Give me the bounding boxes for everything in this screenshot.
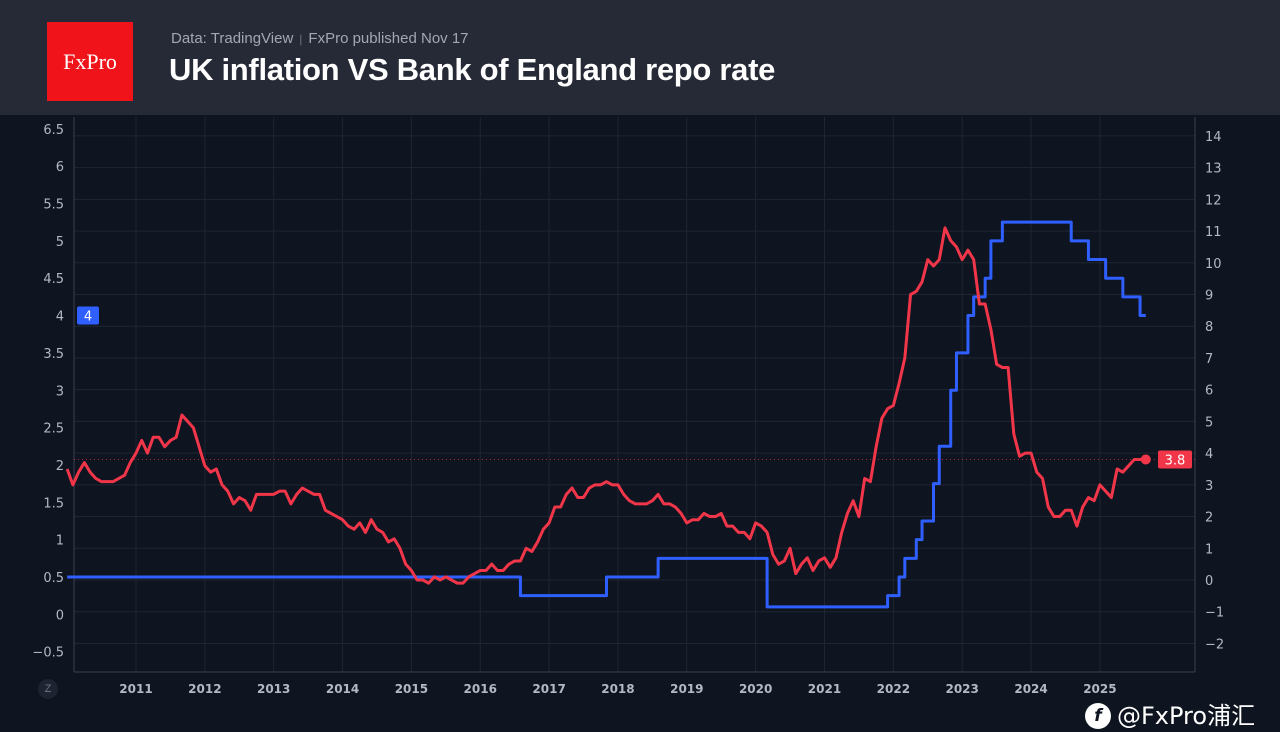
- x-axis-tick: 2023: [945, 682, 978, 696]
- data-source: Data: TradingView: [171, 30, 294, 47]
- x-axis-tick: 2018: [601, 682, 634, 696]
- left-axis-tick: 0.5: [43, 571, 64, 586]
- right-axis-tick: 11: [1205, 225, 1222, 240]
- x-axis-tick: 2016: [464, 682, 497, 696]
- left-axis-tick: 4.5: [43, 272, 64, 287]
- right-axis-tick: 0: [1205, 574, 1213, 589]
- left-axis-tick: 3: [56, 384, 64, 399]
- right-axis-tick: 6: [1205, 384, 1213, 399]
- zoom-reset-button[interactable]: Z: [38, 679, 58, 699]
- x-axis-tick: 2022: [877, 682, 910, 696]
- cpi-last-badge: [1158, 450, 1192, 469]
- left-axis-tick: 1.5: [43, 496, 64, 511]
- left-axis-tick: −0.5: [32, 646, 64, 661]
- left-axis-tick: 2.5: [43, 422, 64, 437]
- separator: |: [299, 32, 303, 46]
- left-axis-tick: 6.5: [43, 123, 64, 138]
- published-info: FxPro published Nov 17: [308, 30, 469, 47]
- right-axis-tick: 14: [1205, 130, 1222, 145]
- right-axis-tick: −2: [1205, 637, 1224, 652]
- x-axis-tick: 2015: [395, 682, 428, 696]
- x-axis-tick: 2020: [739, 682, 772, 696]
- subtitle: Data: TradingView | FxPro published Nov 17: [171, 30, 469, 47]
- left-axis-tick: 2: [56, 459, 64, 474]
- right-axis-tick: 5: [1205, 415, 1213, 430]
- left-axis-tick: 6: [56, 160, 64, 175]
- page-title: UK inflation VS Bank of England repo rat…: [169, 52, 776, 87]
- left-axis-tick: 4: [56, 310, 64, 325]
- right-axis-tick: 1: [1205, 542, 1213, 557]
- right-axis-tick: 10: [1205, 257, 1222, 272]
- right-axis-tick: 8: [1205, 320, 1213, 335]
- fxpro-logo: FxPro: [47, 22, 133, 101]
- x-axis-tick: 2024: [1014, 682, 1047, 696]
- x-axis-tick: 2021: [808, 682, 841, 696]
- x-axis-tick: 2019: [670, 682, 703, 696]
- x-axis-tick: 2014: [326, 682, 359, 696]
- x-axis-tick: 2013: [257, 682, 290, 696]
- repo-last-badge: [77, 306, 99, 325]
- left-axis-tick: 5.5: [43, 198, 64, 213]
- right-axis-tick: 9: [1205, 289, 1213, 304]
- left-axis-tick: 3.5: [43, 347, 64, 362]
- right-axis-tick: 7: [1205, 352, 1213, 367]
- header: FxPro Data: TradingView | FxPro published …: [0, 0, 1280, 115]
- repo-rate-line: [67, 220, 1146, 609]
- right-axis-tick: −1: [1205, 606, 1224, 621]
- left-axis-tick: 0: [56, 608, 64, 623]
- weibo-logo-icon: f: [1085, 703, 1111, 729]
- watermark-text: @FxPro浦汇: [1117, 702, 1256, 730]
- cpi-last-label: 3.8: [1165, 453, 1186, 468]
- x-axis-tick: 2012: [188, 682, 221, 696]
- x-axis-tick: 2011: [119, 682, 152, 696]
- watermark: f @FxPro浦汇: [1085, 702, 1255, 730]
- x-axis-tick: 2017: [532, 682, 565, 696]
- right-axis-tick: 3: [1205, 479, 1213, 494]
- right-axis-tick: 2: [1205, 511, 1213, 526]
- left-axis-tick: 5: [56, 235, 64, 250]
- repo-last-label: 4: [84, 310, 92, 325]
- right-axis-tick: 4: [1205, 447, 1213, 462]
- left-axis-tick: 1: [56, 534, 64, 549]
- right-axis-tick: 13: [1205, 162, 1222, 177]
- cpi-last-point: [1140, 454, 1151, 465]
- cpi-line: [65, 226, 1146, 585]
- x-axis-tick: 2025: [1083, 682, 1116, 696]
- right-axis-tick: 12: [1205, 193, 1222, 208]
